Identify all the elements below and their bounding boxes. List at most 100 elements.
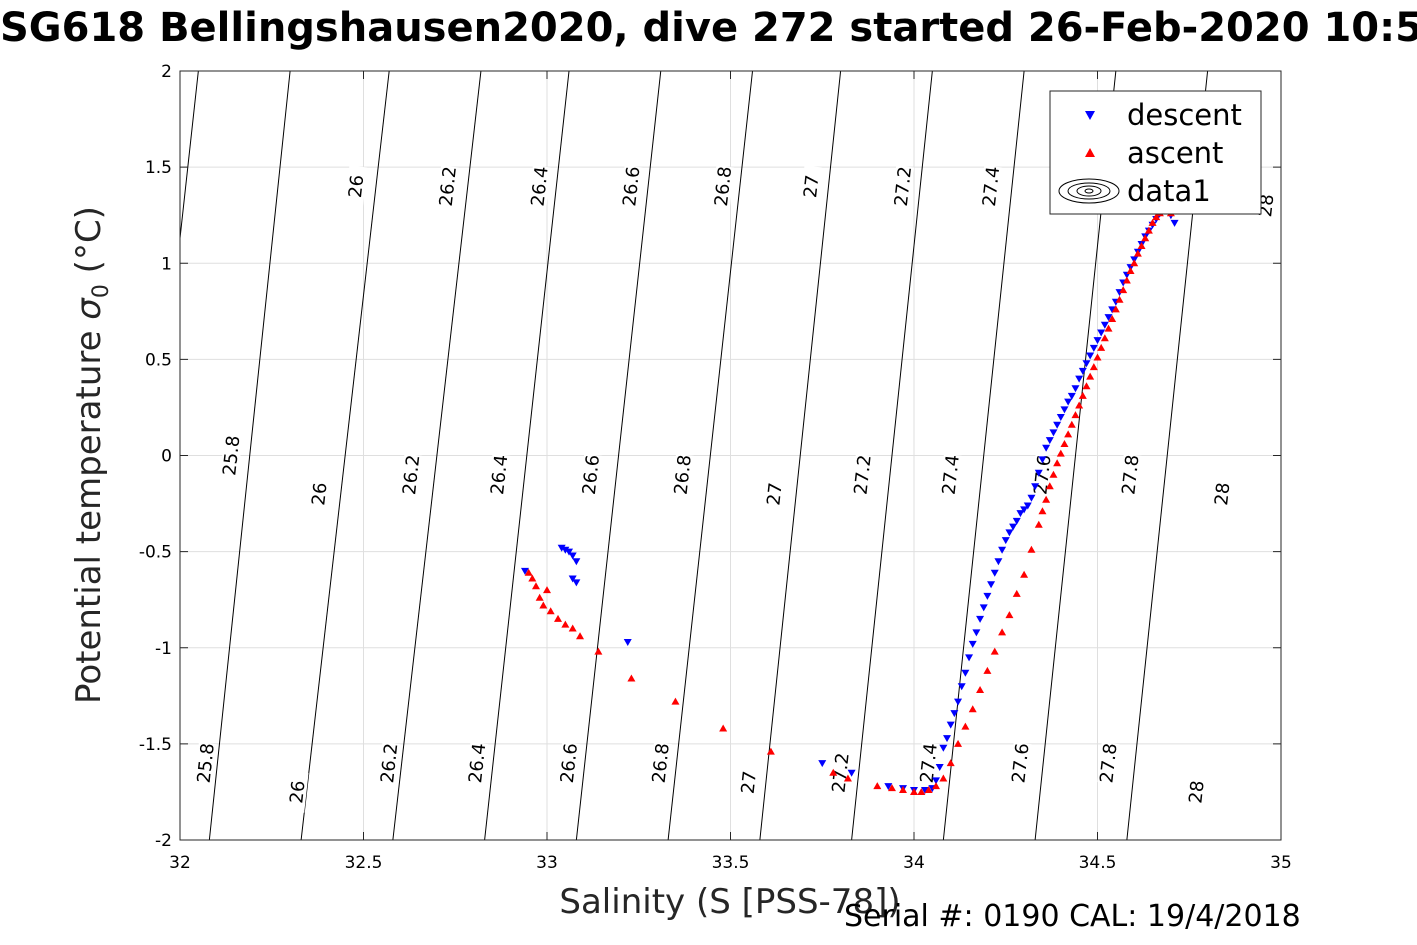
legend[interactable]: descent ascent data1 xyxy=(1049,90,1262,215)
density-contour-line xyxy=(484,71,570,840)
ascent-point xyxy=(1122,276,1131,284)
contour-label-bg xyxy=(488,453,511,496)
descent-point xyxy=(572,558,581,566)
ascent-point xyxy=(1133,249,1142,257)
descent-point xyxy=(1082,360,1091,368)
descent-point xyxy=(961,669,970,677)
descent-point xyxy=(1020,506,1029,514)
ascent-point xyxy=(1097,343,1106,351)
contour-label: 26.6 xyxy=(579,454,604,496)
descent-point xyxy=(1108,306,1117,314)
contour-label-bg xyxy=(829,751,852,794)
ascent-point xyxy=(531,582,540,590)
contour-label-bg xyxy=(1185,771,1208,813)
descent-point xyxy=(946,721,955,729)
contour-label: 26.6 xyxy=(557,742,582,784)
descent-point xyxy=(968,640,977,648)
contour-label-bg xyxy=(939,453,962,496)
contour-label: 26.8 xyxy=(671,454,696,496)
ascent-point xyxy=(1045,482,1054,490)
descent-point xyxy=(1053,421,1062,429)
descent-point xyxy=(623,638,632,646)
contour-label: 26.4 xyxy=(528,165,553,207)
ascent-point xyxy=(1053,459,1062,467)
density-contour-line xyxy=(851,71,933,840)
descent-point xyxy=(1093,337,1102,345)
x-tick-label: 34 xyxy=(903,853,925,873)
ascent-point xyxy=(1093,353,1102,361)
ascent-point xyxy=(1086,372,1095,380)
contour-label: 26.8 xyxy=(649,742,674,784)
descent-point xyxy=(1089,344,1098,352)
contour-label-bg xyxy=(737,761,760,804)
descent-point xyxy=(1034,469,1043,477)
ascent-point xyxy=(1027,545,1036,553)
descent-point xyxy=(932,777,941,785)
ascent-point xyxy=(1060,439,1069,447)
ascent-point xyxy=(1141,234,1150,242)
contour-label-bg xyxy=(671,453,694,496)
ascent-point xyxy=(546,607,555,615)
contour-label-bg xyxy=(917,742,940,784)
y-tick-label: -1.5 xyxy=(139,735,172,755)
ascent-point xyxy=(561,620,570,628)
contour-label: 26.4 xyxy=(487,454,512,496)
ascent-point xyxy=(887,784,896,792)
contour-label-bg xyxy=(466,742,489,784)
y-tick-label: 1 xyxy=(161,254,172,274)
density-contour-line xyxy=(300,71,390,840)
density-contour-line xyxy=(180,71,199,243)
ascent-point xyxy=(1005,611,1014,619)
ascent-point xyxy=(1152,213,1161,221)
x-axis-label: Salinity (S [PSS-78]) xyxy=(559,882,900,922)
descent-point xyxy=(1056,414,1065,422)
contour-label-bg xyxy=(400,453,423,496)
contour-label-bg xyxy=(308,473,331,515)
ascent-point xyxy=(954,739,963,747)
descent-point xyxy=(1001,537,1010,545)
contour-label: 26.2 xyxy=(399,454,424,496)
x-tick-label: 32.5 xyxy=(345,853,383,873)
contour-label-bg xyxy=(194,742,217,784)
contour-label-bg xyxy=(763,473,786,515)
y-axis-label: Potential temperature σ0 (°C) xyxy=(69,206,114,704)
descent-point xyxy=(979,604,988,612)
descent-point xyxy=(987,581,996,589)
y-tick-label: -2 xyxy=(155,831,172,851)
y-tick-label: 0 xyxy=(161,447,172,467)
contour-label-bg xyxy=(1119,453,1142,496)
descent-point xyxy=(950,710,959,718)
contour-label-bg xyxy=(649,742,672,784)
descent-point xyxy=(568,575,577,583)
density-contour-line xyxy=(575,71,662,840)
descent-point xyxy=(520,567,529,575)
contour-label-bg xyxy=(800,165,823,208)
ascent-point xyxy=(924,786,933,794)
contour-label: 26.8 xyxy=(711,165,736,207)
descent-point xyxy=(935,763,944,771)
ascent-point xyxy=(961,722,970,730)
descent-point xyxy=(1023,502,1032,510)
legend-box xyxy=(1049,90,1262,215)
x-tick-label: 33.5 xyxy=(712,853,750,873)
ascent-point xyxy=(939,774,948,782)
descent-point xyxy=(1075,375,1084,383)
density-contour-line xyxy=(667,71,754,840)
ascent-point xyxy=(1111,305,1120,313)
descent-point xyxy=(1049,429,1058,437)
x-tick-label: 33 xyxy=(536,853,558,873)
ascent-point xyxy=(946,759,955,767)
descent-point xyxy=(572,579,581,587)
descent-point xyxy=(818,760,827,768)
descent-point xyxy=(976,615,985,623)
ascent-point xyxy=(1038,507,1047,515)
legend-ascent-marker xyxy=(1085,148,1095,157)
descent-point xyxy=(1170,219,1179,227)
descent-point xyxy=(943,735,952,743)
ascent-point xyxy=(1126,266,1135,274)
ascent-point xyxy=(671,697,680,705)
descent-point xyxy=(1097,329,1106,337)
descent-point xyxy=(557,544,566,552)
ascent-point xyxy=(976,686,985,694)
